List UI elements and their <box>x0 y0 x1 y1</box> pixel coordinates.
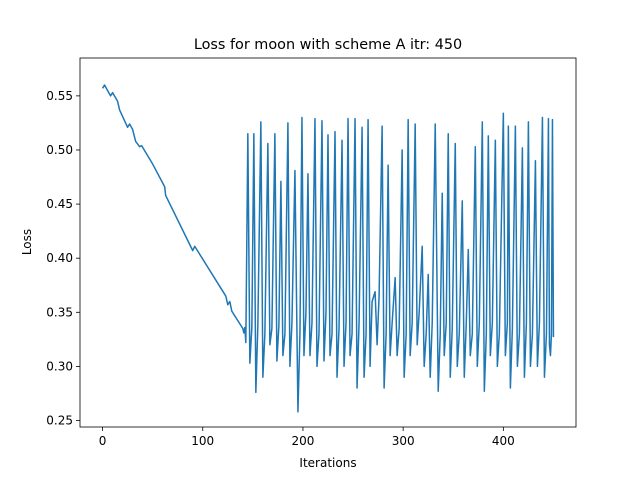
y-tick-label: 0.50 <box>46 143 73 157</box>
plot-frame <box>79 57 577 428</box>
x-tick-label: 400 <box>492 434 515 448</box>
chart-title: Loss for moon with scheme A itr: 450 <box>194 37 462 53</box>
y-tick-label: 0.35 <box>46 305 73 319</box>
y-tick-label: 0.25 <box>46 414 73 428</box>
y-tick-label: 0.30 <box>46 359 73 373</box>
y-axis-label: Loss <box>20 229 34 255</box>
x-tick-label: 100 <box>191 434 214 448</box>
loss-line <box>101 84 555 413</box>
y-tick-label: 0.40 <box>46 251 73 265</box>
x-tick-label: 0 <box>99 434 107 448</box>
y-tick-label: 0.55 <box>46 89 73 103</box>
x-tick-label: 300 <box>392 434 415 448</box>
x-tick-label: 200 <box>291 434 314 448</box>
y-tick-label: 0.45 <box>46 197 73 211</box>
x-axis-label: Iterations <box>299 456 356 470</box>
